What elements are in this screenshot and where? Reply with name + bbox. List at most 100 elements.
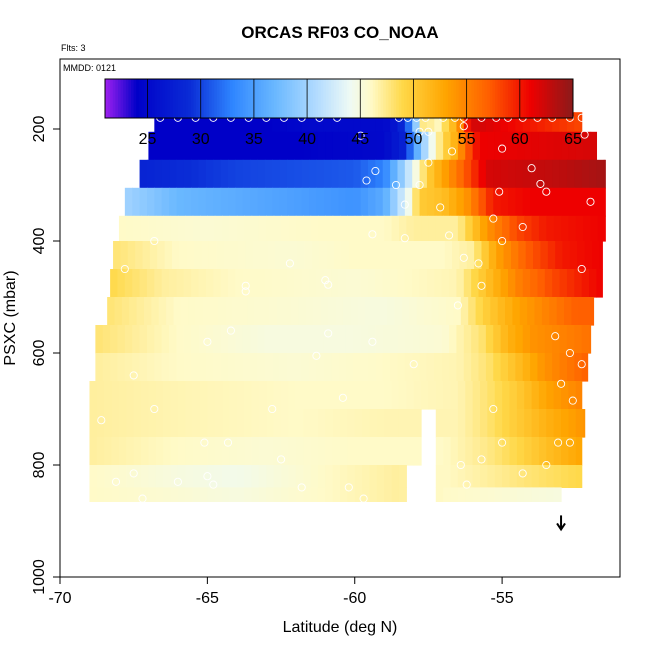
heat-cell <box>170 131 179 161</box>
heat-cell <box>362 409 371 438</box>
heat-cell <box>118 381 127 410</box>
heat-cell <box>574 187 583 217</box>
heat-cell <box>450 437 459 466</box>
heat-cell <box>407 241 416 270</box>
colorbar-swatch <box>149 79 153 118</box>
heat-cell <box>258 409 267 438</box>
arrow-head <box>556 522 566 532</box>
heat-cell <box>596 159 605 189</box>
heat-cell <box>398 215 407 242</box>
colorbar-swatch <box>445 79 449 118</box>
heat-cell <box>264 112 273 133</box>
heat-cell <box>568 465 577 488</box>
heat-cell <box>376 131 385 161</box>
colorbar-swatch <box>271 79 275 118</box>
heat-cell <box>390 187 399 217</box>
heat-cell <box>264 325 273 354</box>
heat-cell <box>590 215 599 242</box>
heat-cell <box>394 297 403 326</box>
heat-cell <box>449 187 458 217</box>
heat-cell <box>577 241 586 270</box>
observation-point <box>536 179 545 188</box>
observation-point <box>577 264 586 274</box>
heat-cell <box>303 131 312 161</box>
colorbar-swatch <box>484 79 488 118</box>
heat-cell <box>185 465 194 488</box>
heat-cell <box>362 437 371 466</box>
heat-cell <box>163 409 172 438</box>
heat-cell <box>332 381 341 410</box>
heat-cell <box>154 159 163 189</box>
heat-cell <box>170 215 179 242</box>
heat-cell <box>559 159 568 189</box>
heat-cell <box>561 215 570 242</box>
heat-cell <box>412 187 421 217</box>
observation-point <box>489 214 498 223</box>
colorbar-swatch <box>133 79 137 118</box>
heat-cell <box>228 112 236 133</box>
heat-cell <box>310 131 319 161</box>
observation-point <box>498 236 507 246</box>
heat-cell <box>244 487 253 502</box>
heat-cell <box>220 353 229 382</box>
heat-cell <box>266 215 275 242</box>
observation-point <box>241 287 250 296</box>
heat-cell <box>390 112 399 133</box>
heat-cell <box>225 297 234 326</box>
heat-cell <box>552 269 561 298</box>
heat-cell <box>242 112 251 133</box>
heat-cell <box>235 187 244 217</box>
heat-cell <box>242 159 251 189</box>
heat-cell <box>516 487 525 502</box>
heat-cell <box>323 112 332 133</box>
heat-cell <box>413 437 422 466</box>
heat-cell <box>516 381 525 410</box>
heat-cell <box>441 269 450 298</box>
heat-cell <box>347 381 356 410</box>
heat-cell <box>589 159 598 189</box>
heat-cell <box>552 159 561 189</box>
heat-cell <box>480 437 488 466</box>
heat-cell <box>500 353 509 382</box>
y-tick-label: 400 <box>31 228 48 255</box>
heat-cell <box>161 159 170 189</box>
colorbar-swatch <box>380 79 384 118</box>
heat-cell <box>96 487 105 502</box>
heat-cell <box>133 487 142 502</box>
heat-cell <box>362 381 371 410</box>
heat-cell <box>522 269 531 298</box>
colorbar-swatch <box>185 79 189 118</box>
colorbar-swatch <box>521 79 525 118</box>
heat-cell <box>177 409 186 438</box>
heat-cell <box>505 297 514 326</box>
colorbar-swatch <box>341 79 345 118</box>
heat-cell <box>575 465 583 488</box>
heat-cell <box>508 353 516 382</box>
heat-cell <box>581 353 589 382</box>
heat-cell <box>443 131 452 161</box>
heat-cell <box>421 381 430 410</box>
heat-cell <box>574 353 583 382</box>
colorbar: 25 30 35 40 45 50 55 60 65 <box>104 78 582 148</box>
observation-point <box>459 253 468 262</box>
heat-cell <box>509 381 518 410</box>
heat-cell <box>435 215 444 242</box>
heat-cell <box>397 353 406 382</box>
heat-cell <box>325 487 334 502</box>
heat-cell <box>220 112 229 133</box>
heat-cell <box>347 409 356 438</box>
chart-title: ORCAS RF03 CO_NOAA <box>241 23 438 42</box>
heat-cell <box>191 159 200 189</box>
heat-cell <box>272 187 281 217</box>
heat-cell <box>242 325 251 354</box>
heat-cell <box>213 269 222 298</box>
heat-cell <box>391 465 400 488</box>
heat-cell <box>191 187 200 217</box>
heat-cell <box>375 159 384 189</box>
heat-cell <box>139 159 148 189</box>
heat-cell <box>509 215 518 242</box>
colorbar-swatch <box>414 79 418 118</box>
colorbar-swatch <box>396 79 400 118</box>
heat-cell <box>450 215 459 242</box>
heat-cell <box>568 215 577 242</box>
